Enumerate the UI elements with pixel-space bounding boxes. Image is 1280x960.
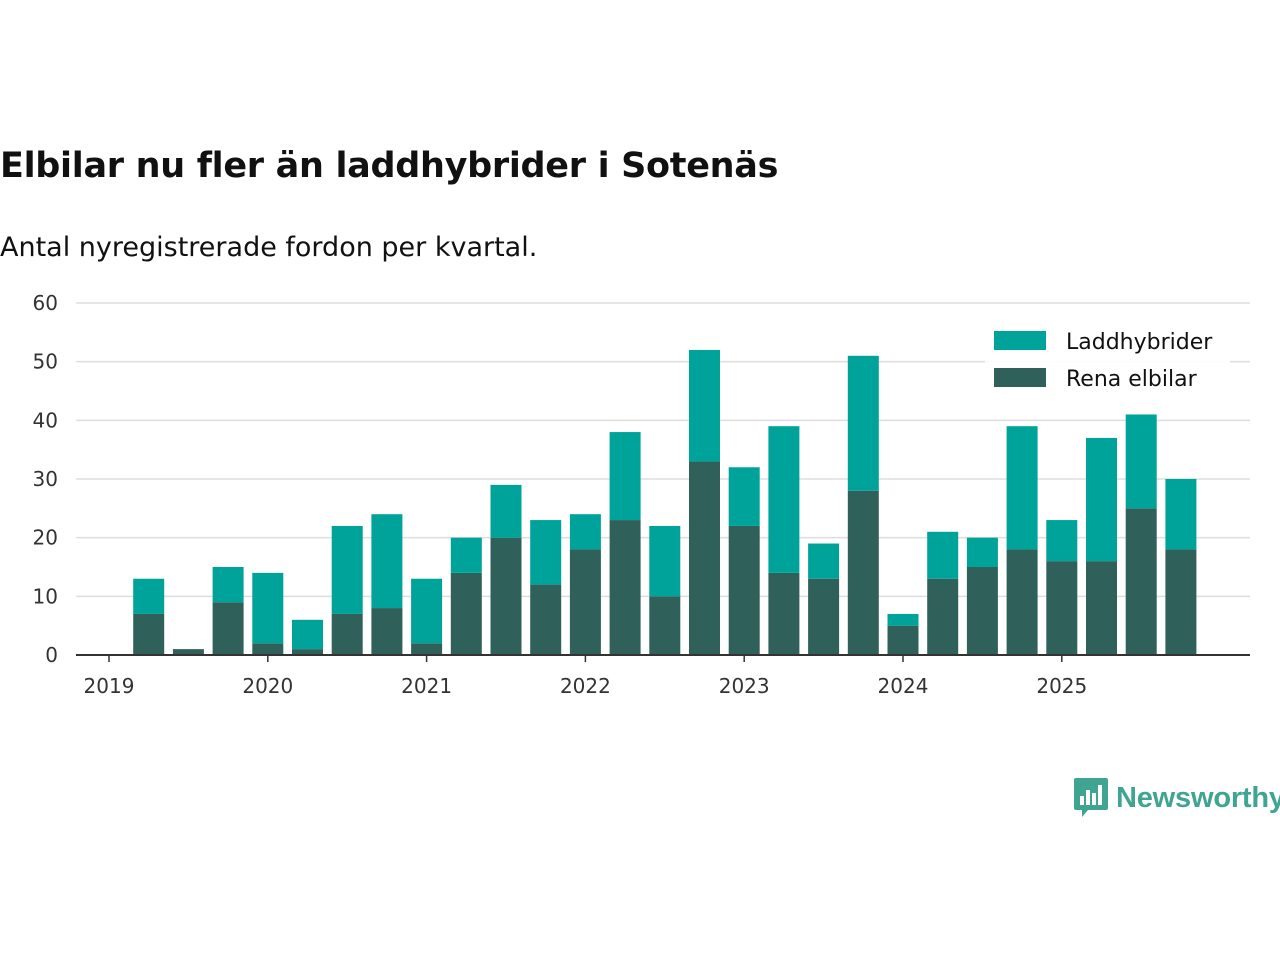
bar-laddhybrider bbox=[887, 613, 919, 626]
bar-rena-elbilar bbox=[649, 596, 681, 655]
bar-rena-elbilar bbox=[927, 578, 959, 655]
bar-laddhybrider bbox=[649, 525, 681, 597]
legend-label-rena-elbilar: Rena elbilar bbox=[1066, 367, 1198, 392]
x-tick-label: 2025 bbox=[1036, 674, 1087, 698]
bar-laddhybrider bbox=[450, 537, 482, 573]
bar-rena-elbilar bbox=[808, 578, 840, 655]
y-tick-label: 60 bbox=[33, 291, 58, 315]
legend-swatch-rena-elbilar bbox=[994, 368, 1046, 387]
legend: Laddhybrider Rena elbilar bbox=[985, 323, 1230, 397]
x-tick-label: 2019 bbox=[84, 674, 135, 698]
bar-rena-elbilar bbox=[609, 520, 641, 655]
x-tick-label: 2024 bbox=[878, 674, 929, 698]
bar-rena-elbilar bbox=[371, 608, 403, 655]
bar-laddhybrider bbox=[847, 355, 879, 491]
bar-laddhybrider bbox=[728, 467, 760, 526]
bar-laddhybrider bbox=[371, 514, 403, 609]
bar-rena-elbilar bbox=[212, 602, 244, 655]
bar-laddhybrider bbox=[1086, 437, 1117, 562]
bar-rena-elbilar bbox=[887, 625, 919, 655]
y-tick-label: 30 bbox=[33, 467, 58, 491]
bar-rena-elbilar bbox=[133, 613, 165, 655]
chart-title: Elbilar nu fler än laddhybrider i Sotenä… bbox=[0, 146, 779, 186]
bar-laddhybrider bbox=[1165, 479, 1197, 550]
bar-rena-elbilar bbox=[252, 643, 284, 655]
bar-rena-elbilar bbox=[1125, 508, 1157, 655]
y-tick-label: 20 bbox=[33, 526, 58, 550]
brand-logo: Newsworthy bbox=[1072, 776, 1280, 820]
x-tick-label: 2020 bbox=[242, 674, 293, 698]
bar-laddhybrider bbox=[1046, 520, 1078, 562]
bar-rena-elbilar bbox=[1046, 561, 1078, 655]
bar-laddhybrider bbox=[1006, 426, 1038, 550]
bar-laddhybrider bbox=[331, 525, 363, 614]
legend-label-laddhybrider: Laddhybrider bbox=[1066, 330, 1213, 355]
bar-laddhybrider bbox=[927, 531, 959, 579]
bar-rena-elbilar bbox=[172, 649, 204, 655]
y-tick-label: 0 bbox=[45, 643, 58, 667]
bar-rena-elbilar bbox=[847, 490, 879, 655]
y-tick-label: 10 bbox=[33, 584, 58, 608]
bar-laddhybrider bbox=[133, 578, 165, 614]
x-axis-labels: 2019 2020 2021 2022 2023 2024 2025 bbox=[84, 655, 1087, 698]
bar-laddhybrider bbox=[1125, 414, 1157, 509]
bars bbox=[133, 349, 1197, 655]
bar-laddhybrider bbox=[292, 619, 323, 650]
bar-rena-elbilar bbox=[1086, 561, 1117, 655]
bar-rena-elbilar bbox=[292, 649, 323, 655]
bar-laddhybrider bbox=[966, 537, 998, 567]
legend-swatch-laddhybrider bbox=[994, 331, 1046, 350]
x-tick-label: 2023 bbox=[719, 674, 770, 698]
bar-rena-elbilar bbox=[689, 461, 720, 655]
bar-laddhybrider bbox=[689, 349, 720, 462]
bar-rena-elbilar bbox=[490, 537, 522, 655]
x-tick-label: 2022 bbox=[560, 674, 611, 698]
bar-rena-elbilar bbox=[768, 572, 800, 655]
bar-rena-elbilar bbox=[966, 567, 998, 655]
bar-rena-elbilar bbox=[331, 613, 363, 655]
bar-laddhybrider bbox=[569, 514, 601, 550]
bar-laddhybrider bbox=[212, 567, 244, 603]
y-tick-label: 40 bbox=[33, 408, 58, 432]
bar-laddhybrider bbox=[609, 432, 641, 521]
bar-rena-elbilar bbox=[728, 525, 760, 655]
bar-laddhybrider bbox=[530, 520, 562, 585]
bar-laddhybrider bbox=[490, 484, 522, 538]
bar-laddhybrider bbox=[768, 426, 800, 573]
x-tick-label: 2021 bbox=[401, 674, 452, 698]
y-axis-labels: 0 10 20 30 40 50 60 bbox=[33, 291, 58, 667]
bar-laddhybrider bbox=[808, 543, 840, 579]
bar-rena-elbilar bbox=[1006, 549, 1038, 655]
newsworthy-logo-icon bbox=[1074, 778, 1108, 817]
bar-rena-elbilar bbox=[411, 643, 443, 655]
bar-rena-elbilar bbox=[1165, 549, 1197, 655]
bar-laddhybrider bbox=[252, 572, 284, 644]
chart-subtitle: Antal nyregistrerade fordon per kvartal. bbox=[0, 232, 538, 263]
bar-rena-elbilar bbox=[569, 549, 601, 655]
y-tick-label: 50 bbox=[33, 350, 58, 374]
bar-rena-elbilar bbox=[530, 584, 562, 655]
bar-rena-elbilar bbox=[450, 572, 482, 655]
bar-laddhybrider bbox=[411, 578, 443, 644]
brand-name: Newsworthy bbox=[1116, 781, 1280, 814]
